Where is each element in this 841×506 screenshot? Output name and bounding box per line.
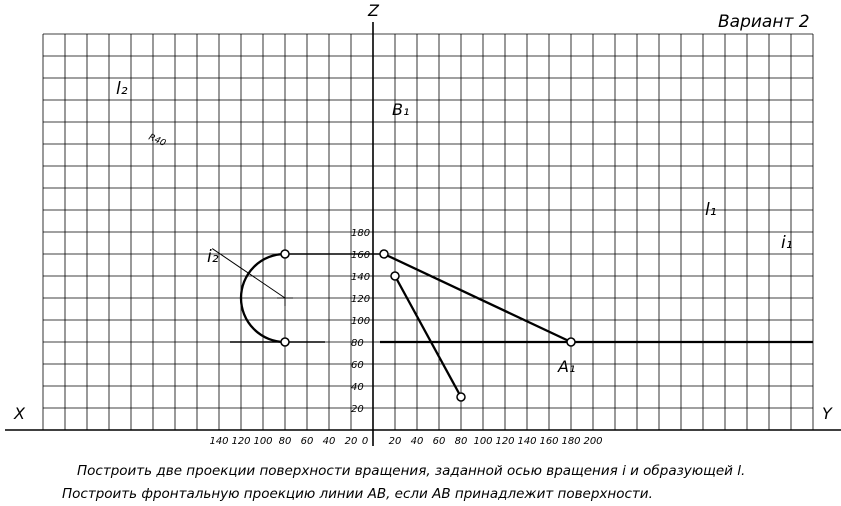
y-tick-label: 100 — [473, 436, 492, 447]
z-tick-label: 100 — [351, 316, 370, 327]
z-tick-label: 180 — [351, 228, 370, 239]
x-axis-label: X — [13, 404, 26, 423]
segment-ab — [393, 275, 463, 398]
point-l1-start — [379, 249, 389, 259]
y-tick-label: 20 — [389, 436, 402, 447]
point-i1 — [566, 337, 576, 347]
geometry — [211, 248, 813, 402]
x-tick-label: 100 — [253, 436, 272, 447]
generatrix-l2-arc — [239, 252, 286, 344]
point-a1 — [456, 392, 466, 402]
label-l2: l₂ — [116, 79, 128, 99]
y-tick-label: 60 — [433, 436, 446, 447]
z-tick-label: 140 — [351, 272, 370, 283]
grid — [42, 33, 814, 431]
z-tick-label: 80 — [351, 338, 364, 349]
x-tick-label: 20 — [345, 436, 358, 447]
z-tick-label: 20 — [351, 404, 364, 415]
y-tick-label: 160 — [539, 436, 558, 447]
z-tick-label: 60 — [351, 360, 364, 371]
generatrix-l1 — [383, 252, 572, 344]
label-b1: B₁ — [392, 100, 409, 119]
y-tick-label: 200 — [583, 436, 602, 447]
point-labels: l₂ R40 i₂ B₁ l₁ i₁ A₁ — [116, 79, 793, 376]
label-r40: R40 — [147, 133, 167, 149]
variant-title: Вариант 2 — [718, 12, 810, 32]
z-tick-label: 160 — [351, 250, 370, 261]
radius-line — [211, 248, 286, 299]
caption-line-1: Построить две проекции поверхности враще… — [77, 463, 745, 479]
label-i1: i₁ — [781, 233, 793, 253]
x-tick-label: 120 — [231, 436, 250, 447]
z-tick-label: 40 — [351, 382, 364, 393]
label-i2: i₂ — [207, 247, 219, 267]
y-tick-label: 40 — [411, 436, 424, 447]
y-tick-label: 180 — [561, 436, 580, 447]
z-tick-label: 120 — [351, 294, 370, 305]
y-tick-label: 120 — [495, 436, 514, 447]
y-axis-label: Y — [822, 404, 833, 423]
x-tick-label: 60 — [301, 436, 314, 447]
x-tick-label: 40 — [323, 436, 336, 447]
label-l1: l₁ — [705, 200, 717, 220]
label-a1: A₁ — [557, 357, 575, 376]
y-tick-label: 140 — [517, 436, 536, 447]
point-b1 — [390, 271, 400, 281]
z-axis-label: Z — [367, 1, 380, 20]
point-i2 — [280, 337, 290, 347]
origin-label: 0 — [362, 436, 368, 447]
x-tick-label: 140 — [209, 436, 228, 447]
axes: Z X Y — [5, 1, 841, 446]
point-top-left — [280, 249, 290, 259]
caption-line-2: Построить фронтальную проекцию линии AB,… — [62, 486, 653, 502]
x-tick-label: 80 — [279, 436, 292, 447]
y-tick-label: 80 — [455, 436, 468, 447]
